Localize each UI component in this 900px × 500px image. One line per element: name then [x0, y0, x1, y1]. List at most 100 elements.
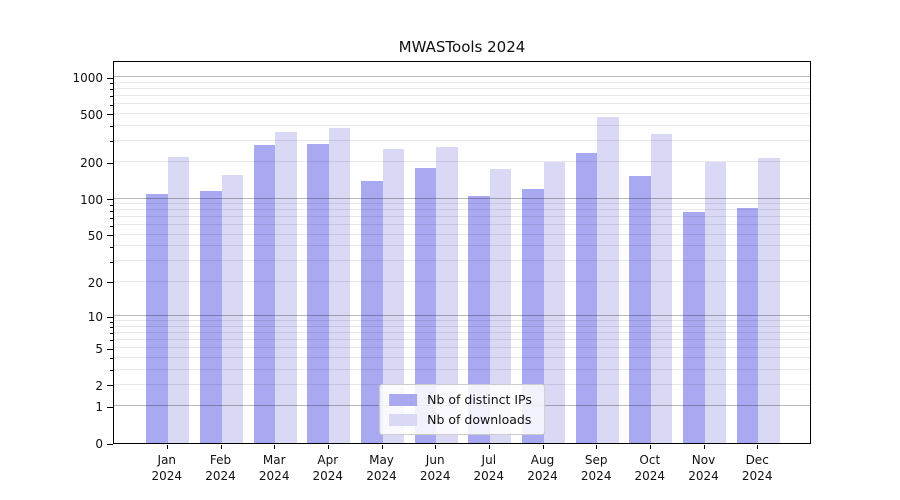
bar-downloads-feb	[221, 174, 243, 443]
y-minortick-800	[110, 89, 113, 91]
legend: Nb of distinct IPs Nb of downloads	[379, 384, 545, 435]
legend-swatch-distinct-ips	[389, 393, 418, 406]
y-minortick-40	[110, 246, 113, 248]
bar-downloads-may	[382, 149, 404, 443]
y-minortick-7	[110, 333, 113, 335]
legend-label-distinct-ips: Nb of distinct IPs	[427, 392, 532, 407]
y-minortick-400	[110, 126, 113, 127]
x-tick-mar	[274, 445, 276, 449]
gridline-4	[114, 356, 810, 358]
bars-layer	[114, 62, 810, 443]
y-minortick-900	[110, 83, 113, 85]
bar-downloads-jul	[489, 168, 512, 443]
bar-downloads-nov	[704, 162, 726, 443]
gridline-1000	[114, 76, 810, 77]
gridline-70	[114, 216, 810, 218]
gridline-30	[114, 260, 810, 262]
gridline-20	[114, 280, 810, 282]
legend-item-downloads: Nb of downloads	[389, 412, 532, 427]
y-minortick-80	[110, 210, 113, 212]
gridline-900	[114, 81, 810, 83]
y-tick-label-1000: 1000	[72, 71, 103, 85]
bar-downloads-apr	[328, 128, 351, 443]
y-minortick-4	[110, 358, 113, 360]
bar-downloads-oct	[650, 134, 673, 443]
x-tick-oct	[649, 445, 651, 449]
bar-ips-jan	[146, 193, 168, 443]
gridline-300	[114, 139, 810, 141]
x-tick-sep	[596, 445, 598, 449]
y-tick-label-500: 500	[80, 107, 103, 122]
gridline-40	[114, 245, 810, 247]
legend-label-downloads: Nb of downloads	[427, 412, 532, 427]
gridline-10	[114, 315, 810, 316]
y-minortick-700	[110, 96, 113, 98]
y-tick-label-20: 20	[87, 275, 103, 290]
bar-downloads-jun	[436, 146, 458, 443]
y-tick-1	[107, 406, 113, 408]
gridline-50	[114, 233, 810, 235]
x-tick-label-feb: Feb 2024	[205, 453, 236, 483]
gridline-3	[114, 368, 810, 370]
gridline-8	[114, 325, 810, 327]
plot-area: Nb of distinct IPs Nb of downloads	[113, 61, 811, 444]
y-minortick-600	[110, 104, 113, 106]
y-tick-label-0: 0	[95, 437, 103, 451]
bar-downloads-dec	[758, 158, 780, 443]
gridline-90	[114, 203, 810, 205]
gridline-400	[114, 124, 810, 126]
bar-ips-aug	[522, 188, 544, 443]
y-tick-label-5: 5	[95, 342, 103, 357]
bar-ips-apr	[307, 143, 329, 443]
y-minortick-300	[110, 141, 113, 143]
x-tick-may	[381, 445, 383, 449]
grid-layer	[114, 62, 810, 443]
bar-ips-may	[361, 180, 383, 443]
x-tick-apr	[327, 445, 329, 449]
gridline-700	[114, 94, 810, 96]
bar-ips-nov	[683, 212, 705, 443]
gridline-6	[114, 338, 810, 340]
bar-downloads-sep	[597, 117, 619, 443]
y-tick-label-2: 2	[95, 378, 103, 393]
gridline-60	[114, 224, 810, 226]
bar-ips-mar	[253, 144, 276, 443]
bar-ips-jun	[414, 168, 437, 443]
x-tick-label-nov: Nov 2024	[688, 453, 719, 483]
y-minortick-8	[110, 327, 113, 329]
y-minortick-2	[110, 385, 113, 387]
legend-item-distinct-ips: Nb of distinct IPs	[389, 392, 532, 407]
y-tick-label-1: 1	[95, 400, 103, 415]
x-tick-feb	[220, 445, 222, 449]
bar-ips-oct	[629, 176, 651, 443]
bar-ips-jul	[468, 196, 490, 443]
x-tick-label-sep: Sep 2024	[580, 453, 612, 483]
gridline-600	[114, 103, 810, 105]
y-tick-1000	[107, 77, 113, 79]
y-minortick-5	[110, 348, 113, 350]
y-minortick-20	[110, 282, 113, 284]
x-tick-label-aug: Aug 2024	[527, 453, 558, 483]
x-tick-aug	[542, 445, 544, 449]
y-minortick-90	[110, 204, 113, 206]
x-tick-label-jul: Jul 2024	[473, 453, 505, 483]
x-tick-label-apr: Apr 2024	[312, 453, 344, 483]
bar-ips-sep	[575, 153, 598, 443]
y-tick-label-50: 50	[87, 228, 103, 243]
x-tick-label-may: May 2024	[366, 453, 397, 483]
gridline-200	[114, 161, 810, 163]
y-minortick-9	[110, 321, 113, 323]
x-tick-label-mar: Mar 2024	[258, 453, 290, 483]
x-tick-jul	[488, 445, 490, 449]
x-tick-label-jun: Jun 2024	[419, 453, 451, 483]
x-tick-jun	[435, 445, 437, 449]
gridline-9	[114, 320, 810, 321]
x-tick-jan	[166, 445, 168, 449]
x-tick-label-dec: Dec 2024	[741, 453, 773, 483]
y-minortick-60	[110, 225, 113, 227]
y-tick-label-100: 100	[80, 192, 103, 207]
y-minortick-500	[110, 114, 113, 116]
bar-ips-feb	[200, 191, 222, 443]
y-tick-100	[107, 199, 113, 200]
